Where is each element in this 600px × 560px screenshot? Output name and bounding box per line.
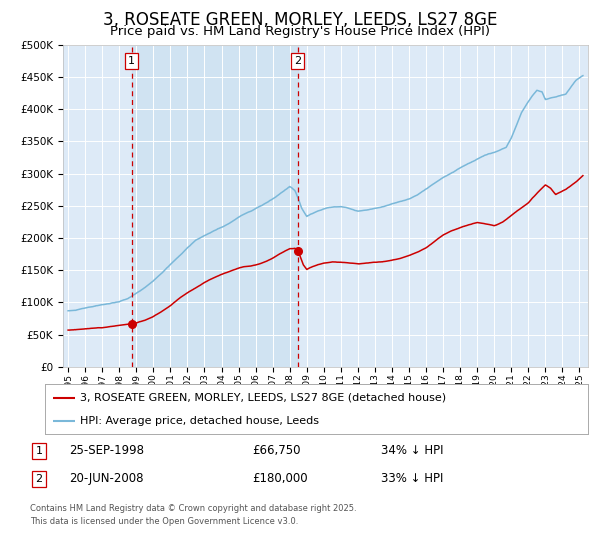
Text: Price paid vs. HM Land Registry's House Price Index (HPI): Price paid vs. HM Land Registry's House … bbox=[110, 25, 490, 38]
Bar bbox=[131, 45, 298, 367]
Text: 1: 1 bbox=[128, 56, 135, 66]
Text: 20-JUN-2008: 20-JUN-2008 bbox=[69, 472, 143, 486]
Text: Contains HM Land Registry data © Crown copyright and database right 2025.
This d: Contains HM Land Registry data © Crown c… bbox=[30, 504, 356, 525]
Text: £66,750: £66,750 bbox=[252, 444, 301, 458]
Text: 1: 1 bbox=[35, 446, 43, 456]
Text: 3, ROSEATE GREEN, MORLEY, LEEDS, LS27 8GE (detached house): 3, ROSEATE GREEN, MORLEY, LEEDS, LS27 8G… bbox=[80, 393, 446, 403]
Text: £180,000: £180,000 bbox=[252, 472, 308, 486]
Text: 3, ROSEATE GREEN, MORLEY, LEEDS, LS27 8GE: 3, ROSEATE GREEN, MORLEY, LEEDS, LS27 8G… bbox=[103, 11, 497, 29]
Text: 2: 2 bbox=[294, 56, 301, 66]
Text: 34% ↓ HPI: 34% ↓ HPI bbox=[381, 444, 443, 458]
Text: HPI: Average price, detached house, Leeds: HPI: Average price, detached house, Leed… bbox=[80, 416, 319, 426]
Text: 33% ↓ HPI: 33% ↓ HPI bbox=[381, 472, 443, 486]
Text: 25-SEP-1998: 25-SEP-1998 bbox=[69, 444, 144, 458]
Text: 2: 2 bbox=[35, 474, 43, 484]
